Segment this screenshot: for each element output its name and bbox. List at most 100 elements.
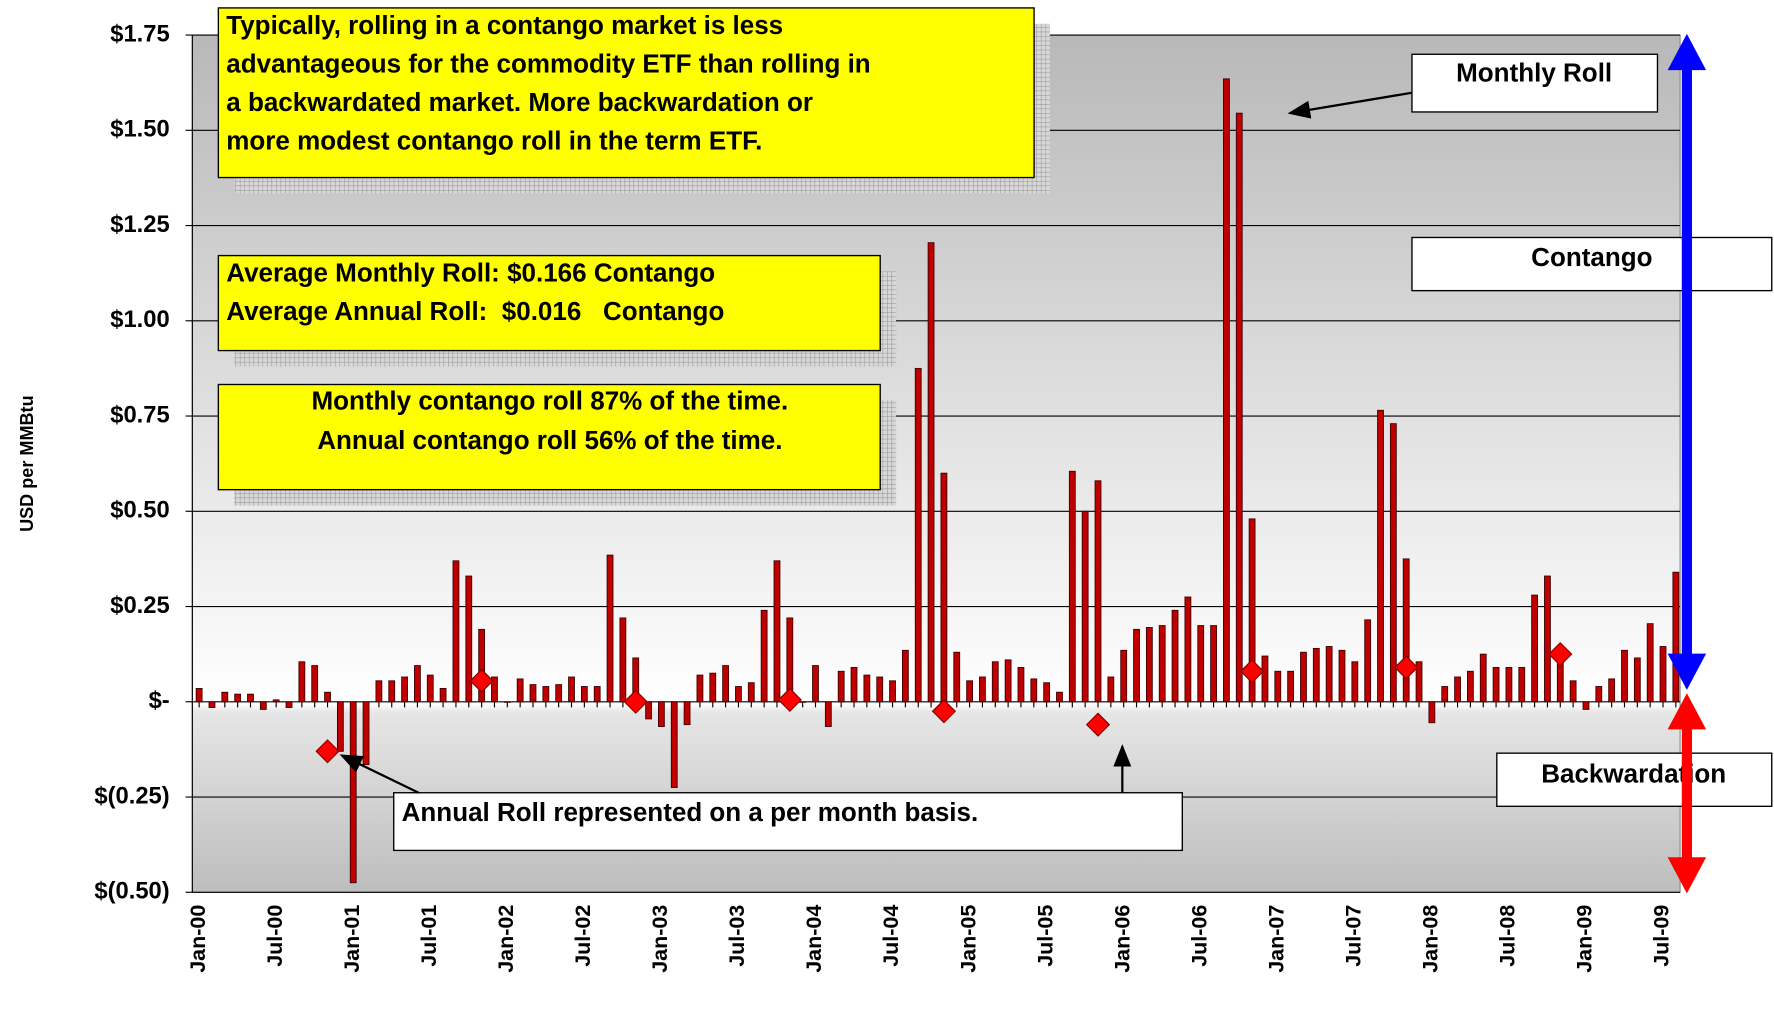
y-tick-label: $(0.50): [94, 878, 169, 905]
bar: [478, 628, 486, 703]
bar: [1505, 667, 1513, 703]
annotation-text: Monthly Roll: [1456, 58, 1612, 88]
bar: [426, 674, 434, 703]
bar: [1608, 678, 1616, 703]
bar: [760, 609, 768, 703]
bar: [1184, 596, 1192, 703]
bar: [1158, 625, 1166, 703]
x-tick-label: Jul-01: [417, 905, 441, 967]
annual-roll-marker: [469, 668, 494, 693]
bar: [658, 701, 665, 727]
bar: [1133, 628, 1140, 703]
bar: [812, 665, 819, 703]
bar: [683, 701, 691, 726]
callout-arrows: [339, 91, 1413, 794]
bar: [953, 651, 961, 703]
bar: [1428, 701, 1436, 724]
y-tick-label: $(0.25): [94, 782, 169, 809]
y-tick-label: $1.50: [110, 116, 169, 143]
bar: [1004, 659, 1012, 703]
x-tick-label: Jan-04: [802, 905, 826, 973]
x-tick-label: Jul-09: [1650, 905, 1674, 967]
bar: [580, 686, 588, 703]
annual-roll-marker: [1085, 712, 1111, 737]
bar: [1274, 670, 1282, 703]
bar: [362, 701, 370, 766]
bar: [645, 701, 652, 720]
bar: [1261, 655, 1269, 703]
bar: [414, 665, 421, 703]
bar: [1389, 423, 1397, 703]
annotation-text: Average Annual Roll: $0.016 Contango: [226, 296, 724, 326]
y-tick-label: $1.25: [110, 211, 169, 238]
x-tick-label: Jan-01: [340, 905, 364, 973]
bar: [1210, 625, 1217, 703]
bar: [722, 665, 730, 703]
bar: [1544, 575, 1551, 703]
annotation-text: Typically, rolling in a contango market …: [226, 10, 783, 40]
bar: [375, 680, 383, 703]
x-tick-label: Jan-02: [494, 905, 518, 973]
bar: [1531, 594, 1538, 703]
bar: [1223, 78, 1230, 703]
bar: [1068, 470, 1076, 703]
bar: [349, 701, 357, 884]
bar: [234, 693, 242, 703]
bar: [1287, 670, 1295, 703]
bar: [247, 693, 254, 703]
bar: [1415, 661, 1423, 703]
annual-roll-marker: [777, 687, 802, 712]
bar: [1364, 619, 1372, 703]
bar: [824, 701, 832, 727]
x-tick-label: Jul-05: [1033, 905, 1057, 967]
x-tick-label: Jan-07: [1264, 905, 1288, 973]
bar: [1441, 686, 1449, 703]
annual-roll-marker: [623, 689, 648, 714]
bar: [1120, 649, 1128, 703]
x-tick-label: Jan-00: [186, 905, 210, 973]
bar: [709, 672, 717, 703]
bar: [1492, 667, 1500, 703]
bar: [311, 665, 319, 703]
bar: [452, 560, 460, 703]
bar: [940, 472, 948, 703]
y-tick-label: $0.75: [110, 401, 169, 428]
annotation-box: [393, 792, 1183, 852]
bar: [401, 676, 408, 703]
annotation-box: [217, 7, 1035, 179]
annotation-box: [217, 254, 881, 352]
y-tick-label: $0.50: [110, 497, 169, 524]
bar: [1081, 510, 1089, 703]
bar: [1672, 571, 1680, 703]
x-tick-label: Jan-09: [1573, 905, 1597, 973]
bar: [259, 701, 267, 710]
bar: [1030, 678, 1038, 703]
bar: [1094, 480, 1102, 703]
bar: [529, 684, 537, 703]
bar: [503, 701, 511, 703]
bar: [901, 649, 909, 703]
x-tick-label: Jul-03: [725, 905, 749, 967]
bar: [1659, 646, 1667, 703]
bar: [914, 367, 922, 703]
bar: [593, 686, 601, 703]
annotation-text: Monthly contango roll 87% of the time.: [311, 385, 788, 415]
x-tick-label: Jul-07: [1341, 905, 1365, 967]
annual-roll-marker: [1394, 655, 1419, 680]
bar: [298, 661, 306, 703]
bar: [747, 682, 755, 703]
annotation-text: Contango: [1531, 242, 1652, 272]
bar: [324, 691, 331, 703]
bar: [1338, 649, 1346, 703]
annotation-text: Annual Roll represented on a per month b…: [402, 797, 979, 827]
annual-roll-marker: [315, 739, 340, 764]
bar: [1312, 647, 1320, 703]
bar: [1235, 112, 1243, 703]
annotation-box: [217, 383, 881, 491]
bar: [1454, 676, 1461, 703]
bar: [876, 676, 884, 703]
y-tick-label: $1.00: [110, 306, 169, 333]
bar: [1569, 680, 1577, 703]
annotation-text: Average Monthly Roll: $0.166 Contango: [226, 258, 715, 288]
